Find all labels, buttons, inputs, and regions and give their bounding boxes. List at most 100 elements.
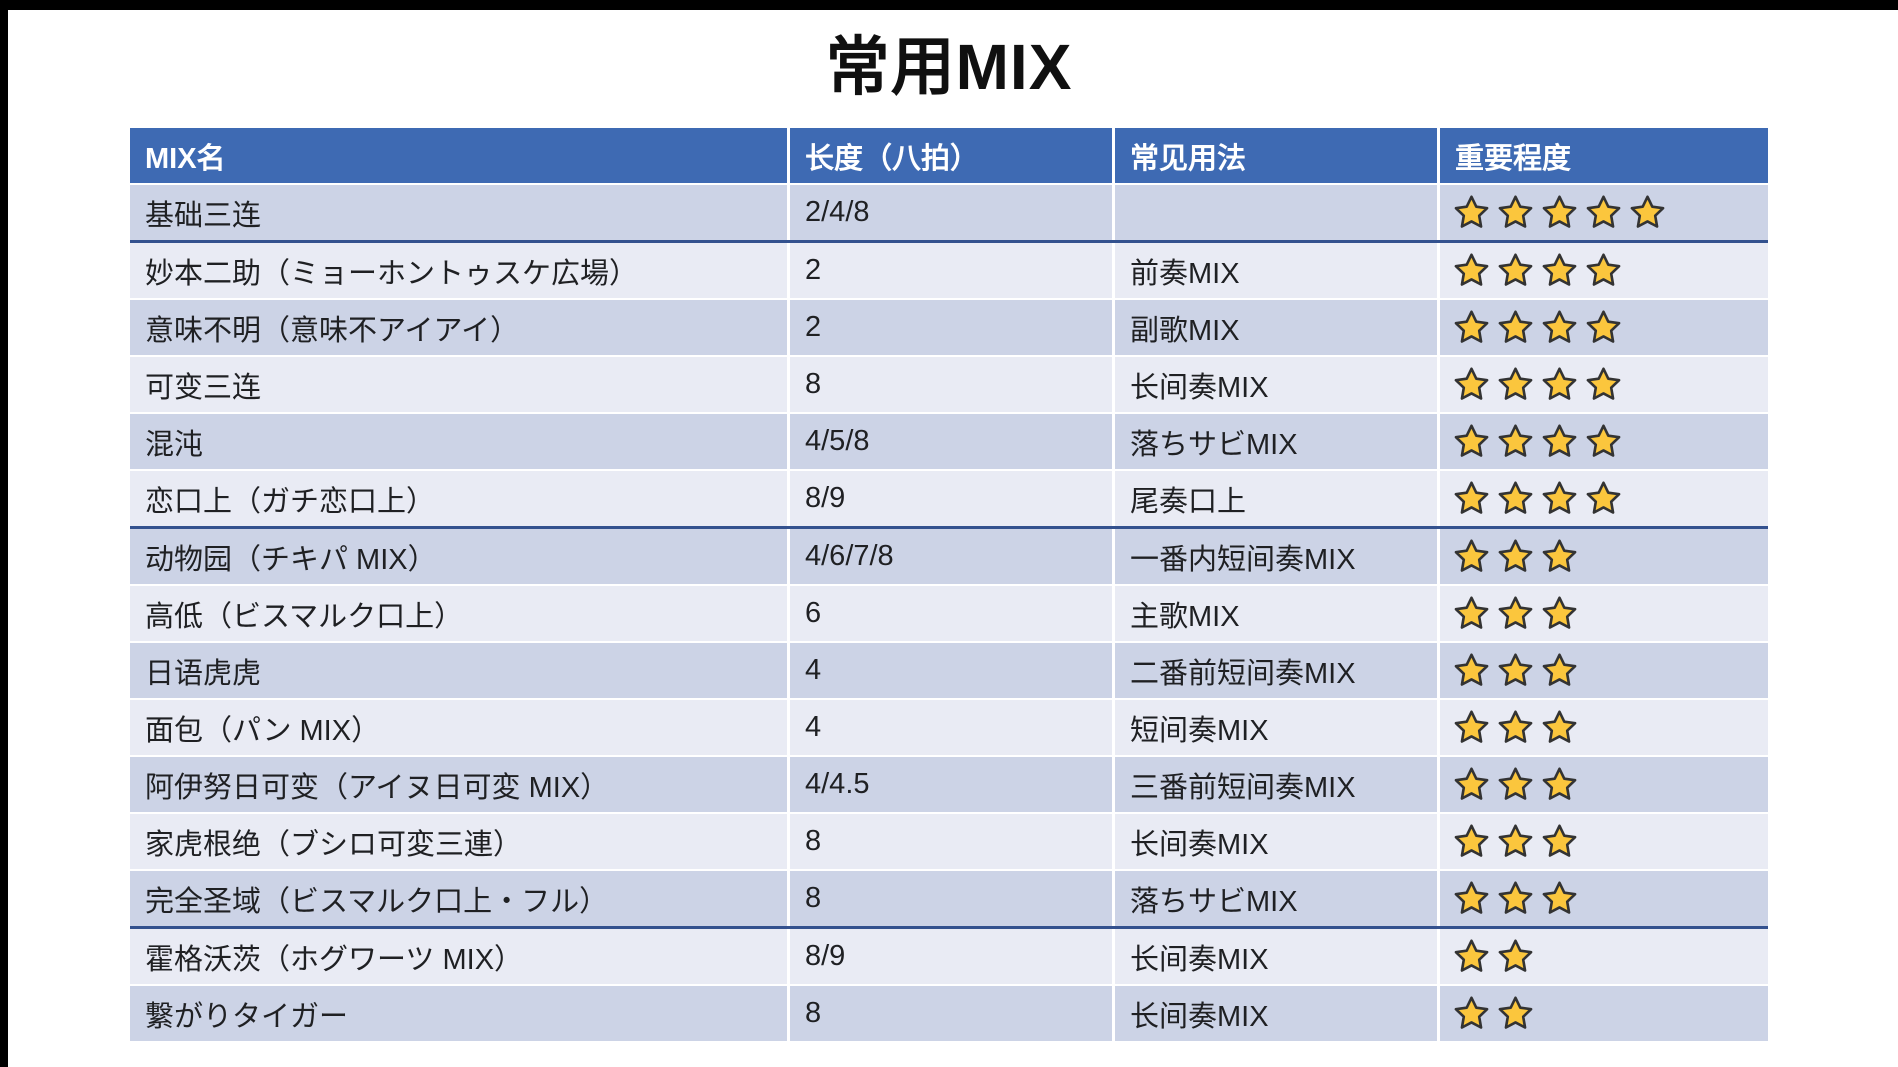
importance-cell <box>1440 814 1768 869</box>
length-cell: 2 <box>790 300 1115 355</box>
mix-name-cell: 妙本二助（ミョーホントゥスケ広場） <box>130 243 790 298</box>
importance-cell <box>1440 357 1768 412</box>
table-row: 霍格沃茨（ホグワーツ MIX） 8/9 长间奏MIX <box>130 929 1768 986</box>
star-icon <box>1542 539 1577 572</box>
star-icon <box>1498 939 1533 972</box>
importance-cell <box>1440 757 1768 812</box>
table-row: 日语虎虎 4 二番前短间奏MIX <box>130 643 1768 700</box>
star-icon <box>1542 824 1577 857</box>
star-icon <box>1498 596 1533 629</box>
star-icon <box>1498 767 1533 800</box>
star-icon <box>1454 653 1489 686</box>
length-cell: 8/9 <box>790 929 1115 984</box>
usage-cell: 长间奏MIX <box>1115 929 1440 984</box>
usage-cell: 落ちサビMIX <box>1115 871 1440 926</box>
star-icon <box>1454 539 1489 572</box>
column-header-usage: 常见用法 <box>1115 128 1440 183</box>
star-icon <box>1542 767 1577 800</box>
length-cell: 8 <box>790 357 1115 412</box>
importance-cell <box>1440 471 1768 526</box>
star-icon <box>1586 367 1621 400</box>
star-icon <box>1586 481 1621 514</box>
usage-cell: 副歌MIX <box>1115 300 1440 355</box>
star-icon <box>1586 424 1621 457</box>
usage-cell: 短间奏MIX <box>1115 700 1440 755</box>
mix-name-cell: 基础三连 <box>130 185 790 240</box>
star-icon <box>1542 310 1577 343</box>
star-icon <box>1542 367 1577 400</box>
mix-name-cell: 繋がりタイガー <box>130 986 790 1041</box>
length-cell: 4 <box>790 700 1115 755</box>
mix-name-cell: 面包（パン MIX） <box>130 700 790 755</box>
star-icon <box>1542 424 1577 457</box>
star-icon <box>1498 310 1533 343</box>
length-cell: 2 <box>790 243 1115 298</box>
importance-cell <box>1440 929 1768 984</box>
star-icon <box>1586 253 1621 286</box>
usage-cell: 长间奏MIX <box>1115 357 1440 412</box>
table-row: 动物园（チキパ MIX） 4/6/7/8 一番内短间奏MIX <box>130 529 1768 586</box>
star-icon <box>1454 881 1489 914</box>
length-cell: 8 <box>790 871 1115 926</box>
star-icon <box>1498 539 1533 572</box>
table-row: 可变三连 8 长间奏MIX <box>130 357 1768 414</box>
mix-name-cell: 阿伊努日可变（アイヌ日可変 MIX） <box>130 757 790 812</box>
table-row: 面包（パン MIX） 4 短间奏MIX <box>130 700 1768 757</box>
mix-table: MIX名 长度（八拍） 常见用法 重要程度 基础三连 2/4/8 妙本二助（ミョーホントゥ… <box>130 128 1768 1043</box>
table-row: 阿伊努日可变（アイヌ日可変 MIX） 4/4.5 三番前短间奏MIX <box>130 757 1768 814</box>
mix-name-cell: 高低（ビスマルク口上） <box>130 586 790 641</box>
star-icon <box>1542 253 1577 286</box>
star-icon <box>1498 824 1533 857</box>
importance-cell <box>1440 185 1768 240</box>
table-row: 混沌 4/5/8 落ちサビMIX <box>130 414 1768 471</box>
star-icon <box>1454 310 1489 343</box>
importance-cell <box>1440 871 1768 926</box>
star-icon <box>1454 824 1489 857</box>
length-cell: 4/5/8 <box>790 414 1115 469</box>
table-row: 繋がりタイガー 8 长间奏MIX <box>130 986 1768 1043</box>
star-icon <box>1498 710 1533 743</box>
star-icon <box>1454 939 1489 972</box>
length-cell: 4/6/7/8 <box>790 529 1115 584</box>
star-icon <box>1498 424 1533 457</box>
mix-name-cell: 意味不明（意味不アイアイ） <box>130 300 790 355</box>
length-cell: 8 <box>790 814 1115 869</box>
mix-name-cell: 日语虎虎 <box>130 643 790 698</box>
star-icon <box>1498 253 1533 286</box>
mix-name-cell: 家虎根绝（ブシロ可変三連） <box>130 814 790 869</box>
star-icon <box>1454 767 1489 800</box>
mix-name-cell: 完全圣域（ビスマルク口上・フル） <box>130 871 790 926</box>
star-icon <box>1454 253 1489 286</box>
star-icon <box>1454 367 1489 400</box>
mix-name-cell: 可变三连 <box>130 357 790 412</box>
page-title: 常用MIX <box>825 31 1073 103</box>
mix-name-cell: 恋口上（ガチ恋口上） <box>130 471 790 526</box>
table-header-row: MIX名 长度（八拍） 常见用法 重要程度 <box>130 128 1768 185</box>
usage-cell: 尾奏口上 <box>1115 471 1440 526</box>
star-icon <box>1630 195 1665 228</box>
star-icon <box>1542 481 1577 514</box>
importance-cell <box>1440 414 1768 469</box>
star-icon <box>1454 596 1489 629</box>
star-icon <box>1454 481 1489 514</box>
table-row: 家虎根绝（ブシロ可変三連） 8 长间奏MIX <box>130 814 1768 871</box>
importance-cell <box>1440 700 1768 755</box>
table-row: 意味不明（意味不アイアイ） 2 副歌MIX <box>130 300 1768 357</box>
column-header-length: 长度（八拍） <box>790 128 1115 183</box>
importance-cell <box>1440 300 1768 355</box>
mix-name-cell: 动物园（チキパ MIX） <box>130 529 790 584</box>
star-icon <box>1586 195 1621 228</box>
star-icon <box>1454 996 1489 1029</box>
star-icon <box>1542 596 1577 629</box>
length-cell: 6 <box>790 586 1115 641</box>
mix-name-cell: 混沌 <box>130 414 790 469</box>
length-cell: 8/9 <box>790 471 1115 526</box>
star-icon <box>1498 481 1533 514</box>
importance-cell <box>1440 986 1768 1041</box>
usage-cell: 长间奏MIX <box>1115 814 1440 869</box>
importance-cell <box>1440 586 1768 641</box>
usage-cell: 前奏MIX <box>1115 243 1440 298</box>
importance-cell <box>1440 643 1768 698</box>
importance-cell <box>1440 529 1768 584</box>
star-icon <box>1586 310 1621 343</box>
